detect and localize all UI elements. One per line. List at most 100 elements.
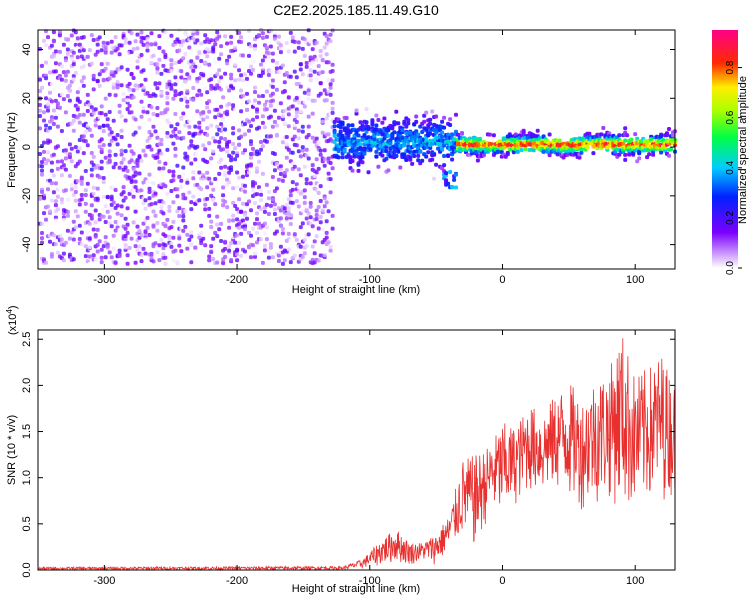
spectrogram-cell [366, 125, 371, 130]
spectrogram-cell [149, 42, 154, 47]
spectrogram-cell [318, 214, 323, 219]
spectrogram-cell [318, 91, 323, 96]
spectrogram-cell [77, 138, 82, 142]
spectrogram-cell [330, 110, 335, 115]
spectrogram-cell [360, 137, 365, 142]
spectrogram-cell [286, 124, 291, 129]
spectrogram-cell [83, 139, 88, 144]
spectrogram-cell [565, 152, 570, 157]
spectrogram-cell [173, 75, 178, 80]
spectrogram-cell [145, 90, 150, 95]
spectrogram-cell [75, 55, 80, 60]
spectrogram-cell [282, 122, 287, 127]
spectrogram-cell [135, 46, 140, 51]
spectrogram-cell [326, 209, 331, 214]
spectrogram-cell [175, 187, 180, 192]
spectrogram-cell [262, 248, 267, 253]
spectrogram-cell [223, 171, 228, 175]
spectrogram-cell [145, 57, 150, 62]
spectrogram-cell [71, 77, 76, 82]
spectrogram-cell [95, 227, 100, 232]
spectrogram-cell [105, 61, 110, 66]
spectrogram-cell [229, 158, 234, 163]
spectrogram-cell [225, 61, 230, 66]
spectrogram-cell [475, 158, 480, 163]
spectrogram-cell [352, 154, 357, 159]
spectrogram-cell [270, 197, 275, 202]
spectrogram-cell [139, 39, 144, 44]
spectrogram-cell [187, 237, 192, 242]
spectrogram-cell [288, 74, 293, 79]
spectrogram-cell [255, 169, 259, 174]
spectrogram-cell [195, 144, 200, 149]
spectrogram-cell [260, 31, 265, 36]
spectrogram-cell [135, 224, 140, 229]
spectrogram-cell [93, 220, 98, 225]
spectrogram-cell [205, 90, 210, 95]
spectrogram-cell [125, 230, 130, 235]
snr-scale-factor: (x104) [5, 305, 20, 335]
spectrogram-cell [278, 46, 283, 51]
spectrogram-cell [48, 139, 52, 144]
spectrogram-cell [165, 91, 170, 96]
spectrogram-cell [247, 99, 251, 104]
spectrogram-cell [125, 169, 130, 173]
spectrogram-cell [40, 85, 44, 90]
spectrogram-cell [75, 149, 80, 154]
spectrogram-cell [49, 168, 54, 173]
spectrogram-cell [185, 99, 190, 104]
spectrogram-cell [191, 97, 196, 102]
spectrogram-cell [380, 120, 385, 125]
spectrogram-cell [107, 76, 112, 81]
spectrogram-cell [276, 259, 281, 263]
spectrogram-cell [243, 183, 247, 188]
spectrogram-cell [364, 107, 369, 112]
spectrogram-cell [217, 56, 222, 61]
spectrogram-cell [330, 78, 335, 83]
spectrogram-cell [167, 208, 172, 213]
spectrogram-cell [99, 247, 104, 252]
spectrogram-cell [42, 195, 46, 200]
spectrogram-cell [117, 110, 122, 114]
spectrogram-cell [276, 177, 281, 182]
spectrogram-cell [328, 85, 333, 90]
x-tick-label: -300 [93, 274, 115, 286]
spectrogram-cell [163, 161, 168, 166]
spectrogram-cell [119, 230, 124, 234]
spectrogram-cell [97, 217, 102, 222]
spectrogram-cell [237, 77, 242, 82]
spectrogram-cell [300, 46, 305, 51]
spectrogram-cell [623, 138, 628, 143]
spectrogram-cell [73, 70, 78, 75]
spectrogram-cell [288, 222, 293, 226]
spectrogram-cell [127, 81, 132, 86]
spectrogram-cell [217, 171, 222, 176]
spectrogram-cell [374, 123, 379, 128]
spectrogram-cell [316, 258, 321, 263]
spectrogram-cell [229, 258, 234, 262]
x-tick-label: 100 [626, 575, 644, 587]
spectrogram-cell [623, 152, 628, 157]
spectrogram-cell [153, 201, 158, 206]
spectrogram-cell [153, 42, 158, 47]
spectrogram-cell [324, 41, 329, 46]
spectrogram-cell [209, 219, 214, 224]
spectrogram-cell [380, 153, 385, 158]
spectrogram-cell [57, 185, 62, 190]
spectrogram-cell [308, 68, 313, 73]
spectrogram-cell [139, 53, 144, 57]
spectrogram-cell [42, 211, 46, 216]
spectrogram-cell [266, 189, 271, 194]
spectrogram-cell [53, 218, 58, 223]
spectrogram-cell [278, 101, 283, 106]
spectrogram-cell [229, 241, 234, 245]
spectrogram-cell [207, 62, 212, 67]
spectrogram-cell [264, 182, 269, 187]
spectrogram-cell [249, 162, 253, 167]
spectrogram-cell [268, 139, 273, 144]
spectrogram-cell [304, 207, 309, 212]
spectrogram-cell [223, 137, 228, 141]
spectrogram-cell [326, 240, 331, 245]
spectrogram-cell [221, 193, 226, 198]
spectrogram-cell [109, 224, 114, 229]
